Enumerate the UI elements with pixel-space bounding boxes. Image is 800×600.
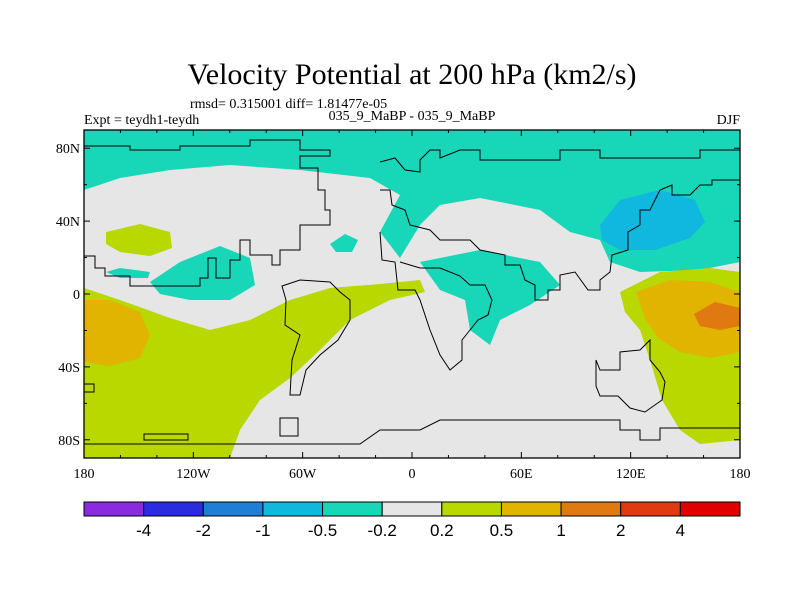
colorbar-label: 4 <box>676 521 685 540</box>
x-tick-label: 180 <box>74 467 95 482</box>
colorbar-swatch <box>322 501 383 517</box>
colorbar-label: 0.5 <box>490 521 514 540</box>
y-axis: 80N 40N 0 40S 80S <box>56 142 740 449</box>
colorbar-label: -2 <box>196 521 211 540</box>
colorbar-label: 1 <box>556 521 565 540</box>
colorbar-label: 0.2 <box>430 521 454 540</box>
region-w-pacific-high <box>694 302 740 330</box>
colorbar-label: -4 <box>136 521 151 540</box>
y-tick-label: 0 <box>73 288 80 303</box>
map-plot <box>84 130 740 458</box>
y-tick-label: 80N <box>56 142 80 157</box>
colorbar-swatch <box>202 501 264 517</box>
region-s-pacific-west <box>84 280 425 458</box>
colorbar-swatch <box>143 501 204 517</box>
colorbar-swatch <box>381 501 443 517</box>
colorbar-swatch <box>262 501 324 517</box>
chart-title: Velocity Potential at 200 hPa (km2/s) <box>187 58 636 91</box>
x-tick-label: 0 <box>409 467 416 482</box>
colorbar-label: -0.5 <box>308 521 337 540</box>
colorbar: -4 -2 -1 -0.5 -0.2 0.2 0.5 1 2 4 <box>83 501 741 540</box>
colorbar-swatch <box>679 501 741 517</box>
colorbar-label: -0.2 <box>368 521 397 540</box>
x-tick-label: 120E <box>616 467 646 482</box>
x-tick-label: 60W <box>289 467 317 482</box>
season-label: DJF <box>717 113 741 128</box>
colorbar-swatch <box>560 501 622 517</box>
y-tick-label: 80S <box>58 434 80 449</box>
y-tick-label: 40N <box>56 215 80 230</box>
x-tick-label: 120W <box>176 467 211 482</box>
x-tick-label: 60E <box>510 467 533 482</box>
y-tick-label: 40S <box>58 361 80 376</box>
region-arctic-band <box>84 130 740 272</box>
colorbar-label: 2 <box>616 521 625 540</box>
case-label: 035_9_MaBP - 035_9_MaBP <box>329 109 496 124</box>
x-tick-label: 180 <box>730 467 751 482</box>
colorbar-label: -1 <box>255 521 270 540</box>
stats-label: rmsd= 0.315001 diff= 1.81477e-05 <box>190 97 387 112</box>
region-s-pacific-core <box>84 300 150 366</box>
region-small-teal <box>330 234 358 252</box>
colorbar-swatch <box>500 501 562 517</box>
colorbar-swatch <box>83 501 145 517</box>
region-w-pacific-core <box>636 280 740 358</box>
x-axis: 180 120W 60W 0 60E 120E 180 <box>74 130 751 482</box>
colorbar-swatch <box>441 501 502 517</box>
region-n-atlantic-yellow <box>106 224 172 256</box>
coastlines <box>84 139 740 445</box>
colorbar-swatch <box>620 501 681 517</box>
region-n-pacific-low <box>600 190 705 250</box>
experiment-label: Expt = teydh1-teydh <box>84 113 199 128</box>
